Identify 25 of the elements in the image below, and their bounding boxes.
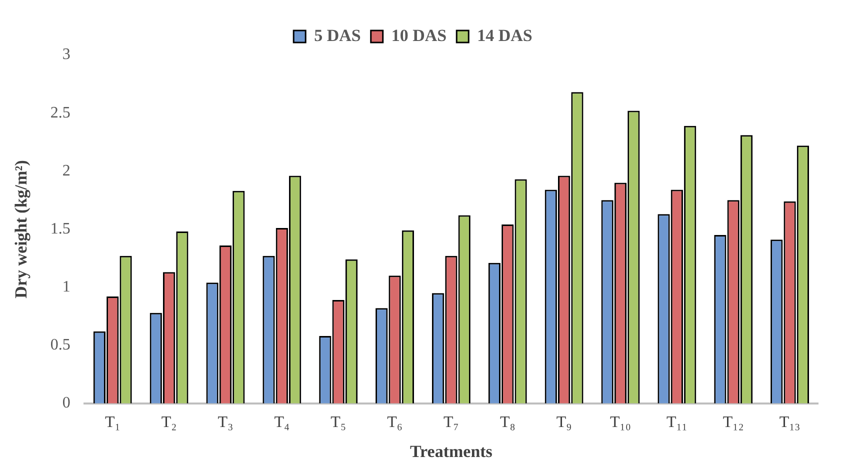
x-tick-label: T₁₂	[722, 414, 744, 432]
legend-label: 5 DAS	[314, 26, 361, 45]
x-tick-label: T₄	[274, 414, 290, 432]
x-tick-label: T₆	[387, 414, 402, 432]
x-axis-title: Treatments	[410, 442, 493, 462]
x-tick-label: T₇	[444, 414, 459, 432]
x-tick-label: T₃	[218, 414, 234, 432]
y-tick-label: 1	[62, 278, 70, 296]
y-tick-label: 2.5	[50, 104, 70, 122]
y-tick-label: 1.5	[50, 220, 70, 238]
x-tick-label: T₂	[161, 414, 177, 432]
y-tick-label: 0	[62, 394, 70, 412]
x-tick-label: T₁₁	[666, 414, 688, 432]
x-tick-label: T₁₃	[779, 414, 800, 432]
x-tick-label: T₈	[500, 414, 516, 432]
x-tick-label: T₉	[556, 414, 572, 432]
legend-label: 10 DAS	[391, 26, 447, 45]
legend-label: 14 DAS	[477, 26, 532, 45]
y-tick-label: 2	[62, 162, 70, 180]
y-axis-title: Dry weight (kg/m²)	[12, 160, 31, 298]
x-tick-label: T₅	[330, 414, 346, 432]
x-tick-label: T₁	[104, 414, 120, 432]
y-tick-label: 3	[62, 46, 70, 64]
x-tick-label: T₁₀	[610, 414, 631, 432]
y-tick-label: 0.5	[50, 336, 70, 354]
